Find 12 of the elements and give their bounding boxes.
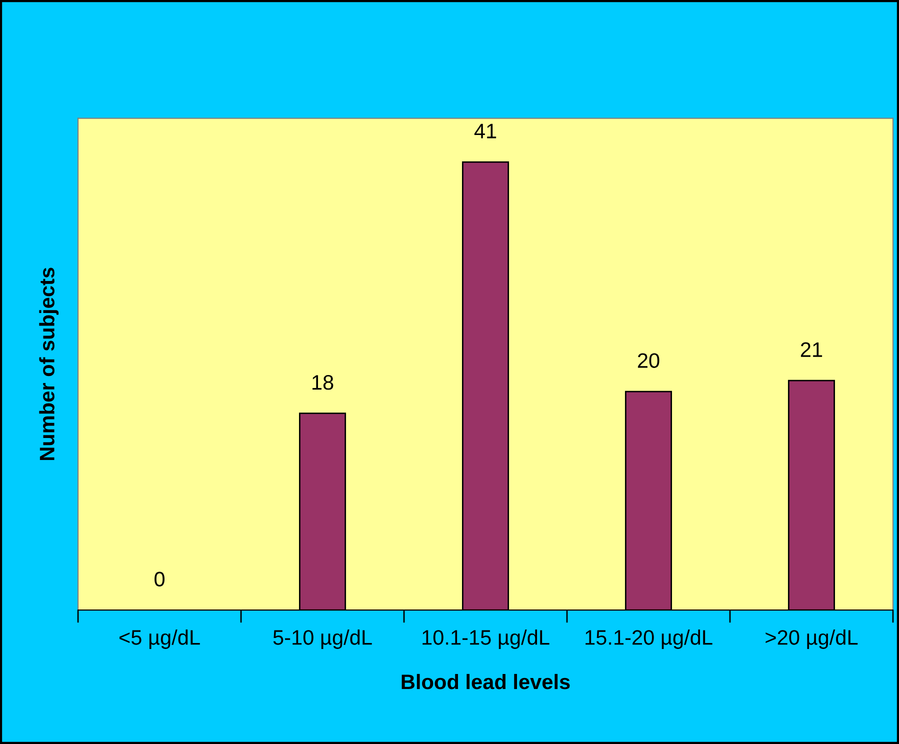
x-tick-label: 15.1-20 µg/dL: [586, 630, 712, 649]
data-label: 41: [474, 124, 496, 138]
data-label: 21: [800, 342, 822, 357]
data-label: 18: [312, 375, 334, 390]
data-label: 20: [638, 353, 660, 368]
x-tick-label: 5-10 µg/dL: [273, 630, 372, 649]
x-axis-title: Blood lead levels: [402, 674, 570, 690]
x-tick-label: 10.1-15 µg/dL: [422, 630, 550, 649]
y-axis-title: Number of subjects: [39, 268, 59, 460]
x-tick-label: >20 µg/dL: [766, 630, 858, 649]
x-tick-label: <5 µg/dL: [120, 630, 200, 649]
data-label: 0: [154, 572, 165, 587]
